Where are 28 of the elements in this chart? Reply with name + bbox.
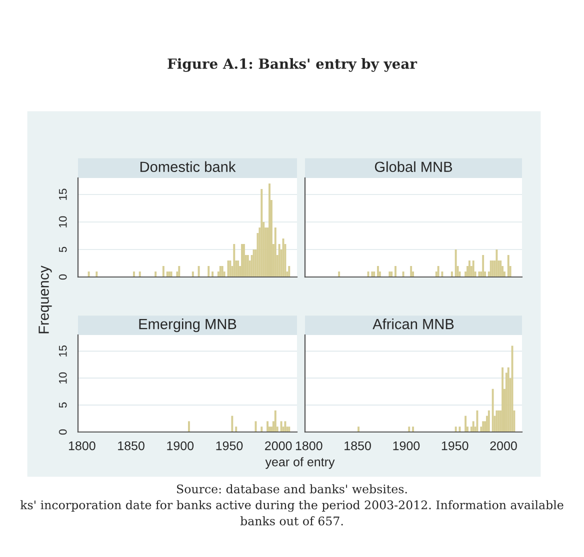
x-tick-label: 1950 [442, 441, 468, 450]
text: banks out of 657. [240, 516, 343, 526]
x-tick-label: 1900 [393, 441, 420, 450]
y-tick-label: 10 [58, 216, 67, 228]
y-tick-label: 0 [58, 274, 67, 280]
text: ks' incorporation date for banks active during the period 2003-2012. Information available [20, 500, 564, 512]
chart-title: Global MNB [374, 161, 452, 172]
y-tick-label: 10 [58, 372, 67, 384]
chart-title: Emerging MNB [139, 318, 236, 332]
x-tick-label: 1850 [118, 441, 144, 450]
x-tick-label: 2000 [490, 441, 517, 450]
y-tick-label: 5 [59, 246, 67, 252]
source-note: Source: database and banks' websites. [177, 484, 407, 494]
x-tick-label: 1800 [68, 441, 96, 450]
chart-title: African MNB [372, 318, 454, 330]
x-tick-label: 1900 [167, 441, 194, 450]
x-tick-label: 1950 [216, 441, 243, 450]
y-tick-label: 15 [59, 345, 67, 356]
x-axis-title: year of entry [265, 457, 335, 469]
text: Figure A.1: Banks' entry by year [168, 58, 418, 72]
x-tick-label: 2000 [265, 441, 292, 450]
y-tick-label: 0 [58, 429, 67, 435]
y-tick-label: 15 [59, 188, 67, 200]
x-tick-label: 1850 [344, 441, 371, 450]
x-tick-label: 1800 [296, 441, 322, 450]
y-tick-label: 5 [59, 402, 67, 408]
y-axis-title: Frequency [38, 266, 52, 334]
chart-title: Domestic bank [140, 161, 236, 172]
